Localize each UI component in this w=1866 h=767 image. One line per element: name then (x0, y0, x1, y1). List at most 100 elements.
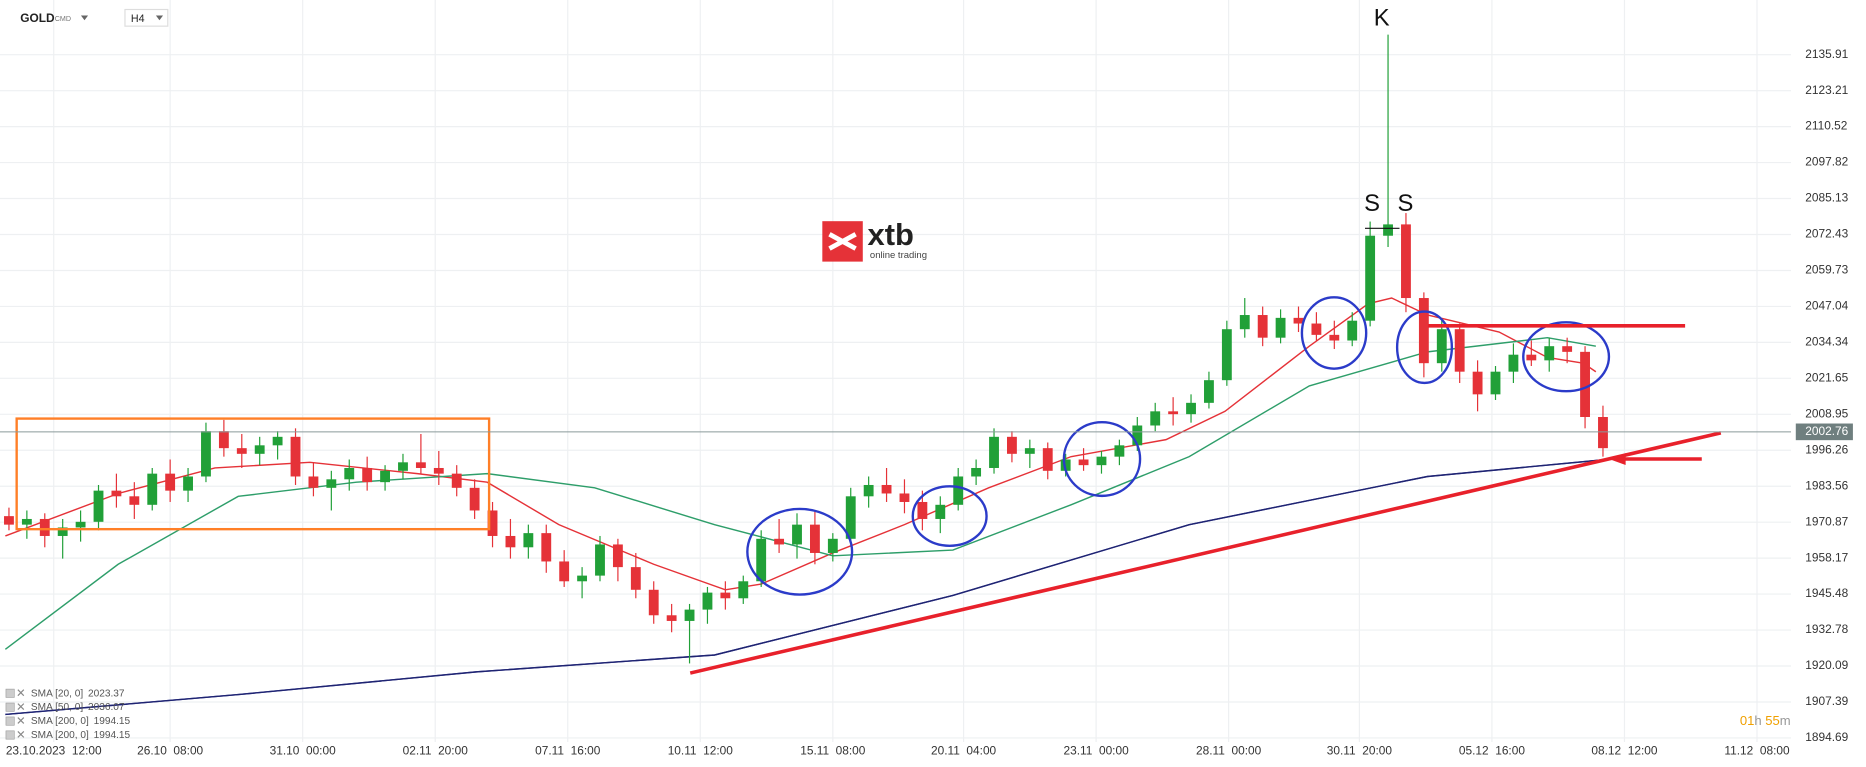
candle-body (1526, 354, 1537, 361)
candle-body (809, 524, 820, 553)
legend-value: 2036.07 (88, 702, 125, 713)
grid (0, 0, 1792, 743)
candle-body (971, 467, 982, 477)
candle-body (487, 510, 498, 536)
candle-body (183, 476, 193, 491)
timer: 01h 55m (1740, 713, 1791, 728)
candle-body (21, 518, 32, 525)
candle-body (523, 533, 534, 548)
y-tick-label: 2059.73 (1805, 263, 1848, 277)
candle-body (559, 561, 570, 582)
x-tick-label: 15.11 08:00 (800, 744, 866, 758)
dropdown-arrow[interactable] (80, 15, 89, 21)
candle-body (165, 473, 176, 491)
y-tick-label: 2047.04 (1805, 299, 1848, 313)
candle-body (792, 524, 802, 545)
candle-body (129, 496, 140, 505)
legend-icon (5, 702, 15, 712)
dropdown-arrow[interactable] (155, 15, 164, 21)
candle-body (415, 462, 426, 468)
y-tick-label: 2097.82 (1805, 155, 1848, 169)
candle-body (684, 609, 695, 621)
candle-body (595, 544, 605, 576)
candle-body (57, 527, 68, 536)
circle (746, 507, 854, 596)
last-price-label: 2002.76 (1805, 424, 1848, 438)
candle-body (326, 479, 337, 488)
candle-body (1347, 320, 1358, 341)
candle-body (630, 567, 641, 590)
candle-body (1329, 334, 1340, 341)
legend-entry: SMA [200, 0] 1994.15 (31, 730, 131, 741)
candle-body (111, 490, 122, 497)
candle-body (612, 544, 623, 568)
legend-remove[interactable] (17, 703, 25, 710)
legend-remove[interactable] (17, 731, 25, 738)
candle-body (935, 504, 946, 519)
candle-body (380, 470, 390, 483)
candle-body (4, 516, 14, 525)
x-tick-label: 05.12 16:00 (1459, 744, 1525, 758)
x-tick-label: 28.11 00:00 (1196, 744, 1262, 758)
logo-icon (828, 232, 857, 251)
x-tick-label: 20.11 04:00 (931, 744, 997, 758)
symbol[interactable]: GOLD (20, 11, 55, 25)
candle-body (881, 484, 892, 494)
drawings (15, 227, 1722, 675)
circle (1300, 296, 1368, 370)
candle-body (989, 436, 999, 468)
candle-body (1383, 224, 1393, 236)
legend-entry: SMA [200, 0] 1994.15 (31, 716, 131, 727)
candle-body (1024, 448, 1035, 454)
candle-body (398, 462, 408, 471)
legend-name: SMA [200, 0] (31, 716, 89, 727)
candle-body (720, 592, 731, 599)
y-tick-label: 1945.48 (1805, 586, 1848, 600)
candle-body (648, 589, 659, 616)
candle-body (75, 521, 86, 528)
candle-body (1007, 436, 1017, 454)
y-tick-label: 2123.21 (1805, 83, 1848, 97)
candle-body (1132, 425, 1143, 446)
candle-body (1418, 298, 1429, 364)
legend-remove[interactable] (17, 689, 25, 697)
candle-body (505, 535, 516, 548)
timer-hours: 01 (1740, 713, 1755, 728)
candle-body (290, 436, 301, 477)
legend-icon (5, 716, 15, 726)
candle-body (254, 445, 265, 454)
candle-body (738, 581, 749, 599)
last-price-box (1795, 423, 1853, 441)
candle-body (1078, 459, 1089, 466)
annotation: K (1374, 4, 1390, 31)
candle-body (308, 476, 319, 488)
range-box (15, 417, 491, 531)
candle-body (1472, 371, 1483, 395)
candle-body (756, 538, 767, 582)
legend-name: SMA [200, 0] (31, 730, 89, 741)
candle-body (1186, 402, 1196, 415)
candle-body (469, 487, 480, 511)
logo-tagline: online trading (870, 250, 927, 261)
y-tick-label: 2072.43 (1805, 227, 1848, 241)
candle-body (666, 615, 677, 621)
legend-remove[interactable] (17, 717, 25, 724)
legend-value: 1994.15 (94, 730, 131, 741)
y-tick-label: 1932.78 (1805, 622, 1848, 636)
legend-entry: SMA [20, 0] 2023.37 (31, 688, 125, 699)
timer-unit: h (1754, 713, 1761, 728)
candle-body (93, 490, 104, 522)
timeframe-box[interactable] (124, 8, 169, 27)
x-tick-label: 08.12 12:00 (1591, 744, 1657, 758)
axes: 2135.91 2123.21 2110.52 2097.82 2085.13 2072.… (0, 47, 1853, 758)
y-tick-label: 1996.26 (1805, 442, 1848, 456)
legend-icon (5, 730, 15, 740)
timeframe[interactable]: H4 (131, 13, 145, 25)
candle-body (863, 484, 874, 497)
circle (1522, 321, 1611, 393)
timer-minutes: 55 (1765, 713, 1780, 728)
candle-body (1490, 371, 1501, 395)
candle-body (236, 448, 247, 454)
legend-value: 1994.15 (94, 716, 131, 727)
